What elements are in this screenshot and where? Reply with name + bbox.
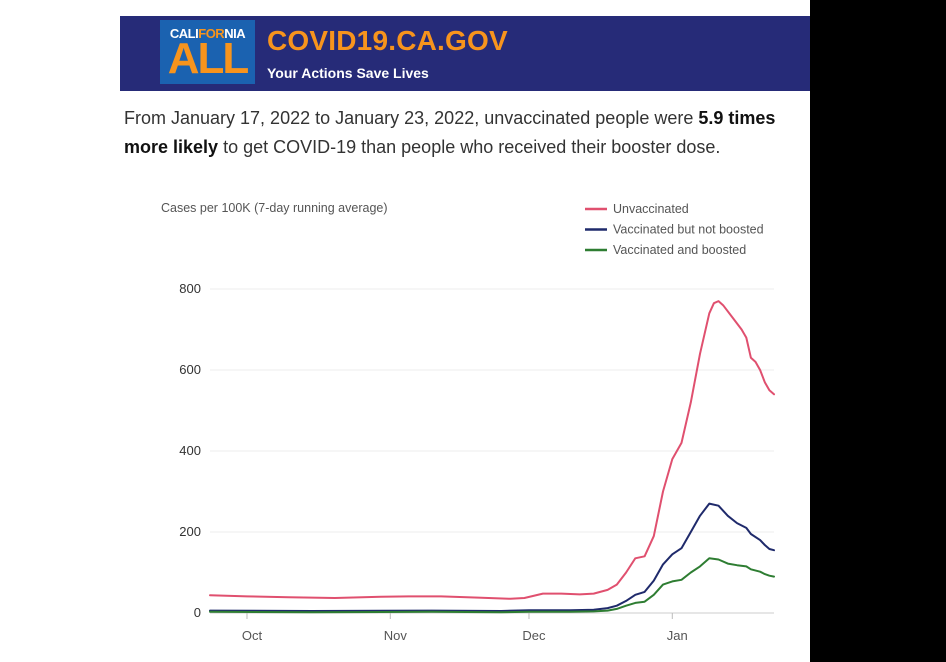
site-title[interactable]: COVID19.CA.GOV [267, 25, 508, 56]
y-tick-label: 800 [179, 281, 201, 296]
page-margin-right [810, 0, 946, 662]
y-tick-label: 0 [194, 605, 201, 620]
legend-label: Vaccinated and boosted [613, 243, 746, 257]
site-banner: CALIFORNIA ALL COVID19.CA.GOV Your Actio… [120, 16, 810, 91]
site-tagline: Your Actions Save Lives [267, 65, 429, 81]
series-line-1 [209, 300, 775, 600]
y-tick-label: 400 [179, 443, 201, 458]
x-tick-label: Dec [522, 628, 546, 643]
chart-legend: Unvaccinated Vaccinated but not boosted Va… [585, 202, 764, 257]
page-margin-left [0, 0, 120, 662]
california-all-logo[interactable]: CALIFORNIA ALL [160, 20, 255, 84]
legend-label: Vaccinated but not boosted [613, 223, 764, 237]
content-card: CALIFORNIA ALL COVID19.CA.GOV Your Actio… [120, 0, 810, 662]
x-tick-label: Nov [384, 628, 408, 643]
series-line-3 [209, 557, 775, 614]
headline-text: From January 17, 2022 to January 23, 202… [124, 104, 808, 162]
headline-emphasis: 5.9 times more likely [124, 108, 776, 157]
x-tick-label: Oct [242, 628, 263, 643]
logo-all-text: ALL [167, 34, 250, 83]
cases-line-chart: Cases per 100K (7-day running average) U… [161, 201, 775, 643]
y-axis-label: Cases per 100K (7-day running average) [161, 201, 388, 215]
headline-part1: From January 17, 2022 to January 23, 202… [124, 108, 699, 128]
chart-gridlines [210, 288, 774, 614]
series-line-2 [209, 502, 775, 612]
x-tick-label: Jan [667, 628, 688, 643]
y-tick-label: 600 [179, 362, 201, 377]
y-tick-label: 200 [179, 524, 201, 539]
legend-label: Unvaccinated [613, 202, 689, 216]
headline-part2: to get COVID-19 than people who received… [218, 137, 721, 157]
chart-series [209, 300, 775, 614]
logo-california-text: CALIFORNIA [169, 26, 246, 41]
x-axis-ticks: Oct Nov Dec Jan [242, 613, 688, 643]
y-axis-ticks: 0 200 400 600 800 [179, 281, 201, 620]
